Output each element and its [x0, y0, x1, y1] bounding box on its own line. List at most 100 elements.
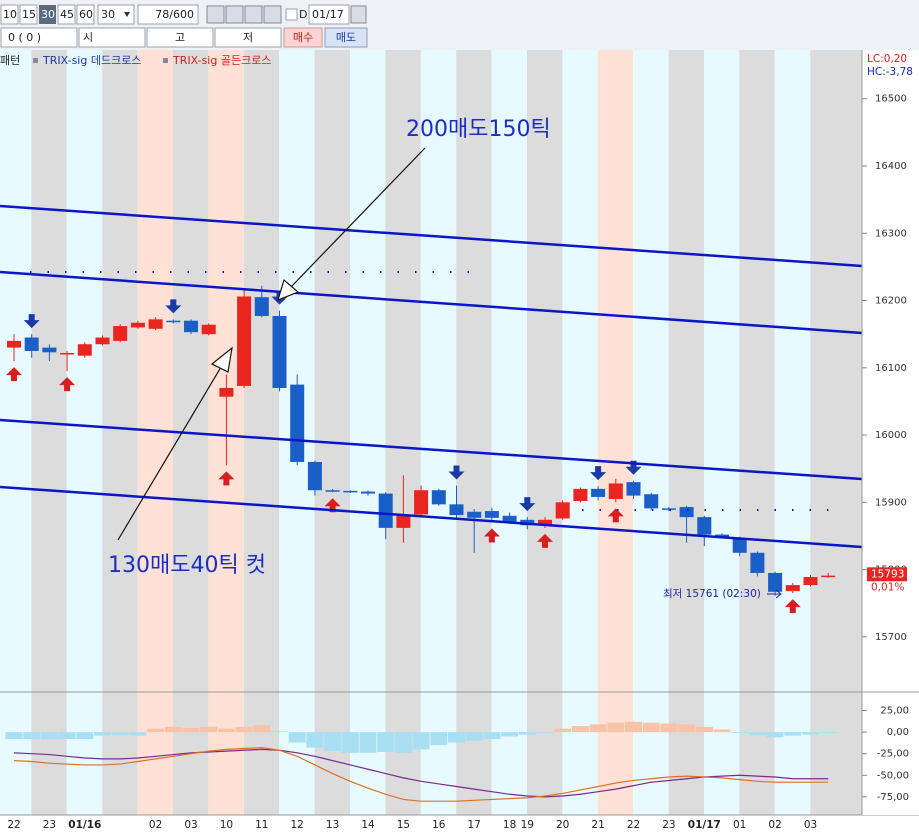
tool-icon[interactable] — [225, 5, 244, 24]
histogram-bar — [359, 732, 377, 753]
period-button[interactable] — [57, 4, 76, 25]
candle-body — [77, 344, 92, 356]
buy-signal — [324, 498, 341, 513]
histogram-bar — [430, 732, 448, 746]
histogram-bar — [784, 732, 802, 736]
x-tick-label: 15 — [397, 819, 410, 831]
candle-body — [272, 315, 287, 388]
y-tick-label: 15900 — [875, 497, 907, 508]
annotation: 130매도40틱 컷 — [108, 553, 266, 578]
histogram-bar — [660, 723, 678, 733]
sell-signal — [448, 465, 465, 480]
y-tick-label: 15700 — [875, 632, 907, 643]
hour-band — [314, 50, 350, 815]
buy-button[interactable] — [283, 27, 323, 48]
tool-icon[interactable] — [206, 5, 225, 24]
arrow-head — [210, 346, 233, 373]
calendar-icon[interactable] — [350, 5, 367, 24]
y-tick-label: -50,00 — [877, 770, 909, 781]
period-button[interactable] — [19, 4, 38, 25]
histogram-bar — [5, 732, 23, 740]
x-tick-label: 03 — [804, 819, 817, 831]
histogram-bar — [306, 732, 324, 748]
x-tick-label: 18 — [503, 819, 516, 831]
hour-band — [774, 50, 811, 815]
candle-body — [467, 511, 482, 518]
y-tick-label: 16000 — [875, 430, 907, 441]
candle-body — [361, 491, 375, 494]
sell-signal — [23, 314, 40, 329]
checkbox[interactable] — [285, 8, 298, 21]
candle-body — [768, 572, 783, 592]
y-tick-label: 16100 — [875, 363, 907, 374]
hour-band — [102, 50, 138, 815]
y-tick-label: 25,00 — [880, 706, 909, 717]
background — [0, 50, 919, 839]
candle-body — [396, 514, 411, 528]
sell-button[interactable] — [324, 27, 368, 48]
y-tick-label: -75,00 — [877, 792, 909, 803]
histogram-bar — [271, 731, 288, 733]
legend: 패턴 TRIX-sig 데드크로스 TRIX-sig 골든크로스 — [0, 54, 271, 67]
x-tick-label: 21 — [591, 819, 604, 831]
buy-signal — [784, 599, 801, 614]
field — [78, 27, 146, 48]
histogram-bar — [448, 732, 465, 743]
y-tick-label: 16500 — [875, 94, 907, 105]
d-label: D — [299, 8, 307, 21]
candle-body — [538, 519, 552, 526]
count-input[interactable] — [137, 4, 199, 25]
field-label: 저 — [243, 31, 253, 44]
plot — [5, 285, 837, 802]
histogram-bar — [607, 722, 625, 733]
candle-body — [378, 493, 393, 528]
tool-icon[interactable] — [244, 5, 263, 24]
candle-body — [237, 296, 252, 386]
y-tick-label: 16200 — [875, 296, 907, 307]
x-tick-label: 13 — [326, 819, 339, 831]
x-tick-label: 12 — [291, 819, 304, 831]
histogram-bar — [377, 732, 395, 752]
histogram-bar — [536, 732, 554, 733]
signal-line — [13, 747, 829, 802]
x-tick-label: 02 — [149, 819, 162, 831]
hc-label: HC:-3,78 — [867, 66, 913, 78]
x-tick-label: 01/16 — [68, 819, 101, 831]
hour-band — [385, 50, 421, 815]
sell-signal — [165, 299, 182, 314]
period-button[interactable] — [0, 4, 19, 25]
histogram-bar — [518, 732, 536, 735]
histogram-bar — [394, 732, 412, 753]
histogram-bar — [253, 725, 271, 733]
x-tick-label: 16 — [432, 819, 446, 831]
buy-label: 매수 — [293, 31, 313, 44]
dotted-lines — [30, 271, 830, 511]
lc-label: LC:0,20 — [867, 53, 907, 65]
sell-label: 매도 — [336, 31, 356, 44]
histogram-bar — [324, 732, 342, 752]
hour-band — [491, 50, 527, 815]
x-tick-label: 01 — [733, 819, 746, 831]
tool-icon[interactable] — [263, 5, 282, 24]
price-tag-label: 15793 — [871, 568, 904, 580]
legend-entry: TRIX-sig 데드크로스 — [42, 54, 141, 67]
candle-body — [24, 337, 39, 351]
hour-band — [668, 50, 704, 815]
buy-signal — [607, 508, 624, 523]
period-button[interactable] — [76, 4, 95, 25]
candle-body — [148, 319, 163, 329]
histogram-bar — [695, 726, 713, 733]
candle-body — [431, 490, 446, 505]
candle-body — [166, 320, 181, 323]
histogram-bar — [341, 732, 359, 753]
x-tick-label: 03 — [184, 819, 197, 831]
candle-body — [591, 488, 606, 497]
histogram-bar — [554, 728, 572, 733]
candle-body — [219, 387, 234, 397]
buy-signal — [6, 367, 22, 382]
field-label: 시 — [83, 31, 93, 44]
interval-select[interactable] — [97, 4, 135, 25]
period-button-selected[interactable] — [39, 5, 56, 24]
histogram-bar — [164, 726, 182, 733]
date-input[interactable] — [308, 4, 350, 25]
